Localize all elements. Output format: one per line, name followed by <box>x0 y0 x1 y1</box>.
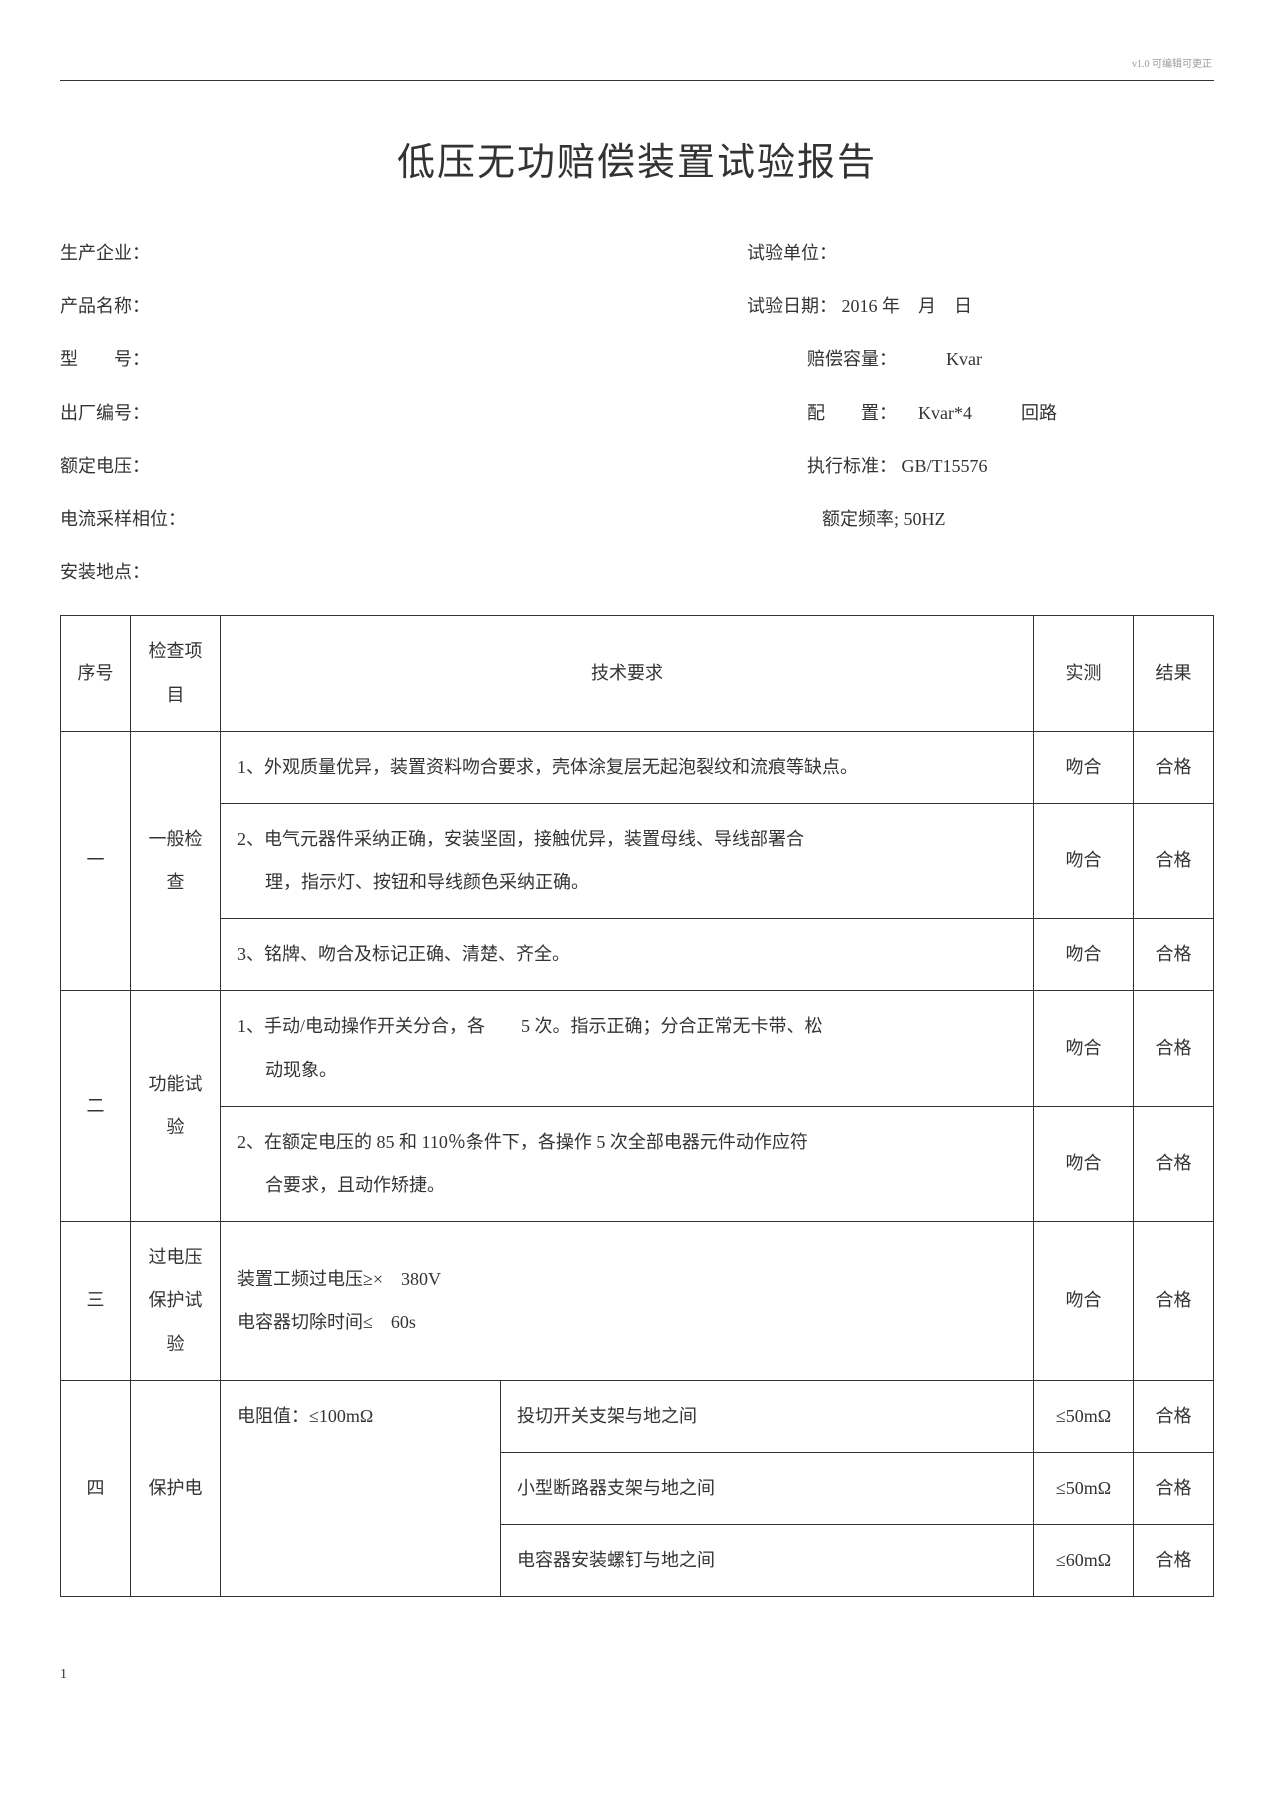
cell-num: 一 <box>61 731 131 991</box>
cell-res: 合格 <box>1134 991 1214 1106</box>
cell-item: 功能试验 <box>131 991 221 1222</box>
standard: 执行标准： GB/T15576 <box>637 454 1214 479</box>
config-value: Kvar*4 <box>918 403 972 423</box>
standard-value: GB/T15576 <box>902 456 988 476</box>
product-label: 产品名称： <box>60 294 637 319</box>
table-row: 一 一般检查 1、外观质量优异，装置资料吻合要求，壳体涂复层无起泡裂纹和流痕等缺… <box>61 731 1214 803</box>
col-item: 检查项目 <box>131 616 221 731</box>
cell-res: 合格 <box>1134 803 1214 918</box>
test-date-value: 2016 年 月 日 <box>842 296 973 316</box>
standard-label: 执行标准： <box>807 456 897 476</box>
capacity-label: 赔偿容量： <box>807 349 897 369</box>
mfr-label: 生产企业： <box>60 241 637 266</box>
model-label: 型 号： <box>60 347 637 372</box>
config: 配 置： Kvar*4 回路 <box>637 401 1214 426</box>
cell-sub: 电容器安装螺钉与地之间 <box>501 1525 1034 1597</box>
table-row: 二 功能试验 1、手动/电动操作开关分合，各 5 次。指示正确；分合正常无卡带、… <box>61 991 1214 1106</box>
info-grid: 生产企业： 试验单位： 产品名称： 试验日期： 2016 年 月 日 型 号： … <box>60 241 1214 585</box>
freq-label: 额定频率; <box>822 509 899 529</box>
cell-res: 合格 <box>1134 1222 1214 1381</box>
cell-meas: 吻合 <box>1034 803 1134 918</box>
cell-item: 一般检查 <box>131 731 221 991</box>
cell-meas: 吻合 <box>1034 1222 1134 1381</box>
capacity: 赔偿容量： Kvar <box>637 347 1214 372</box>
cell-res: 合格 <box>1134 919 1214 991</box>
test-date-label: 试验日期： <box>747 296 837 316</box>
cell-meas: ≤50mΩ <box>1034 1380 1134 1452</box>
table-row: 四 保护电 电阻值：≤100mΩ 投切开关支架与地之间 ≤50mΩ 合格 <box>61 1380 1214 1452</box>
page: v1.0 可编辑可更正 低压无功赔偿装置试验报告 生产企业： 试验单位： 产品名… <box>0 0 1274 1723</box>
cell-res: 合格 <box>1134 731 1214 803</box>
freq: 额定频率; 50HZ <box>637 507 1214 532</box>
cell-meas: 吻合 <box>1034 919 1134 991</box>
inspection-table: 序号 检查项目 技术要求 实测 结果 一 一般检查 1、外观质量优异，装置资料吻… <box>60 615 1214 1597</box>
serial-label: 出厂编号： <box>60 401 637 426</box>
cell-meas: ≤50mΩ <box>1034 1452 1134 1524</box>
col-res: 结果 <box>1134 616 1214 731</box>
table-row: 2、电气元器件采纳正确，安装坚固，接触优异，装置母线、导线部署合 理，指示灯、按… <box>61 803 1214 918</box>
voltage-label: 额定电压： <box>60 454 637 479</box>
top-rule <box>60 80 1214 81</box>
cell-res: 合格 <box>1134 1452 1214 1524</box>
test-org-label: 试验单位： <box>637 241 1214 266</box>
freq-value: 50HZ <box>904 509 946 529</box>
cell-sub: 小型断路器支架与地之间 <box>501 1452 1034 1524</box>
cell-meas: 吻合 <box>1034 731 1134 803</box>
page-number: 1 <box>60 1667 1214 1683</box>
cell-res: 合格 <box>1134 1525 1214 1597</box>
table-row: 3、铭牌、吻合及标记正确、清楚、齐全。 吻合 合格 <box>61 919 1214 991</box>
config-unit: 回路 <box>1021 403 1057 423</box>
cell-num: 三 <box>61 1222 131 1381</box>
cell-req: 1、外观质量优异，装置资料吻合要求，壳体涂复层无起泡裂纹和流痕等缺点。 <box>221 731 1034 803</box>
cell-req: 装置工频过电压≥× 380V 电容器切除时间≤ 60s <box>221 1222 1034 1381</box>
cell-meas: 吻合 <box>1034 991 1134 1106</box>
capacity-unit: Kvar <box>946 349 982 369</box>
col-num: 序号 <box>61 616 131 731</box>
cell-item: 过电压保护试验 <box>131 1222 221 1381</box>
cell-req: 2、电气元器件采纳正确，安装坚固，接触优异，装置母线、导线部署合 理，指示灯、按… <box>221 803 1034 918</box>
version-note: v1.0 可编辑可更正 <box>1132 55 1212 70</box>
phase-label: 电流采样相位： <box>60 507 637 532</box>
test-date: 试验日期： 2016 年 月 日 <box>637 294 1214 319</box>
config-label: 配 置： <box>807 403 897 423</box>
cell-res: 合格 <box>1134 1380 1214 1452</box>
cell-req-label: 电阻值：≤100mΩ <box>221 1380 501 1597</box>
cell-item: 保护电 <box>131 1380 221 1597</box>
cell-req: 1、手动/电动操作开关分合，各 5 次。指示正确；分合正常无卡带、松 动现象。 <box>221 991 1034 1106</box>
cell-req: 3、铭牌、吻合及标记正确、清楚、齐全。 <box>221 919 1034 991</box>
cell-res: 合格 <box>1134 1106 1214 1221</box>
cell-meas: ≤60mΩ <box>1034 1525 1134 1597</box>
cell-sub: 投切开关支架与地之间 <box>501 1380 1034 1452</box>
table-header-row: 序号 检查项目 技术要求 实测 结果 <box>61 616 1214 731</box>
document-title: 低压无功赔偿装置试验报告 <box>60 131 1214 186</box>
cell-num: 二 <box>61 991 131 1222</box>
col-req: 技术要求 <box>221 616 1034 731</box>
table-row: 三 过电压保护试验 装置工频过电压≥× 380V 电容器切除时间≤ 60s 吻合… <box>61 1222 1214 1381</box>
cell-num: 四 <box>61 1380 131 1597</box>
location-label: 安装地点： <box>60 560 1214 585</box>
table-row: 2、在额定电压的 85 和 110％条件下，各操作 5 次全部电器元件动作应符 … <box>61 1106 1214 1221</box>
cell-meas: 吻合 <box>1034 1106 1134 1221</box>
col-meas: 实测 <box>1034 616 1134 731</box>
cell-req: 2、在额定电压的 85 和 110％条件下，各操作 5 次全部电器元件动作应符 … <box>221 1106 1034 1221</box>
